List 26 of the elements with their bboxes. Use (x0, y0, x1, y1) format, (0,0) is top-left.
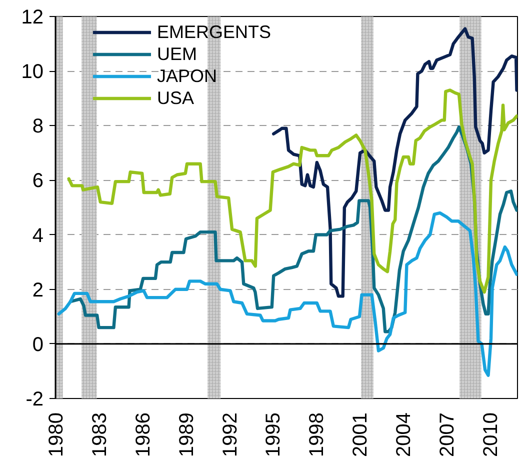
line-series (272, 27, 518, 298)
y-tick-label: 4 (32, 224, 44, 247)
x-tick-label: 2004 (393, 412, 416, 457)
x-tick-label: 1992 (219, 412, 242, 457)
line-series (67, 88, 518, 294)
y-tick-label: 12 (21, 6, 44, 28)
x-tick-label: 1983 (88, 412, 111, 457)
y-tick-label: 8 (32, 116, 44, 138)
x-tick-label: 2007 (436, 412, 459, 457)
y-tick-label: -2 (26, 388, 44, 410)
legend-label: EMERGENTS (157, 21, 272, 43)
legend-label: UEM (157, 43, 197, 65)
legend-label: JAPON (157, 65, 218, 87)
y-tick-label: 6 (32, 170, 44, 192)
y-tick-label: 2 (32, 279, 44, 302)
line-series (57, 211, 518, 377)
y-tick-label: 10 (21, 61, 44, 84)
legend-label: USA (157, 87, 194, 109)
x-tick-label: 1998 (306, 412, 328, 457)
x-tick-label: 2001 (350, 412, 372, 457)
x-tick-label: 1989 (176, 412, 198, 457)
x-tick-label: 2010 (480, 412, 502, 457)
x-tick-label: 1980 (46, 412, 68, 457)
x-tick-label: 1995 (262, 412, 285, 457)
y-tick-label: 0 (32, 334, 44, 356)
x-tick-label: 1986 (132, 412, 154, 457)
